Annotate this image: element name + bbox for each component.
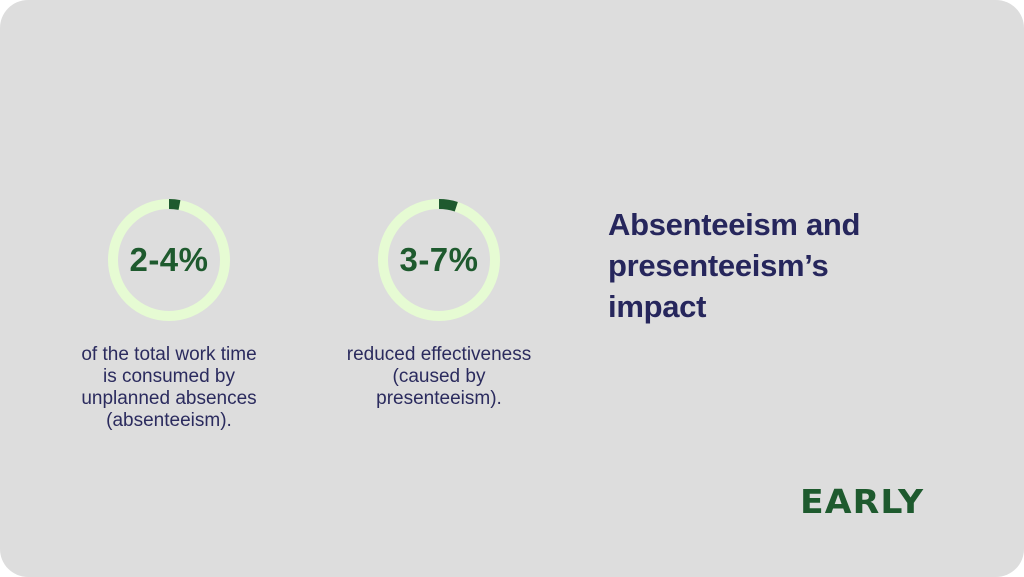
stat-description-1-line: (absenteeism). [106,410,232,431]
headline-line: presenteeism’s [608,248,829,283]
donut-ring-2 [378,199,500,321]
stat-ring-1: 2-4% [104,195,234,325]
headline: Absenteeism and presenteeism’s impact [608,204,928,327]
headline-line: impact [608,289,707,324]
stat-ring-2: 3-7% [374,195,504,325]
stat-description-2-line: presenteeism). [376,388,502,409]
stat-description-2: reduced effectiveness (caused by present… [314,344,564,410]
early-logo: EARLY [800,482,925,521]
donut-ring-1 [108,199,230,321]
stat-description-2-line: reduced effectiveness [346,344,532,365]
stat-description-1-line: is consumed by [102,366,235,387]
stat-value-1: 2-4% [129,241,209,278]
stat-description-1-line: unplanned absences [81,388,257,409]
ring-progress-1 [108,199,230,321]
stat-description-2-line: (caused by [392,366,486,387]
ring-progress-2 [378,199,500,321]
headline-line: Absenteeism and [608,207,861,242]
stat-description-1: of the total work time is consumed by un… [44,344,294,432]
stat-description-1-line: of the total work time [81,344,257,365]
stat-value-2: 3-7% [399,241,479,278]
